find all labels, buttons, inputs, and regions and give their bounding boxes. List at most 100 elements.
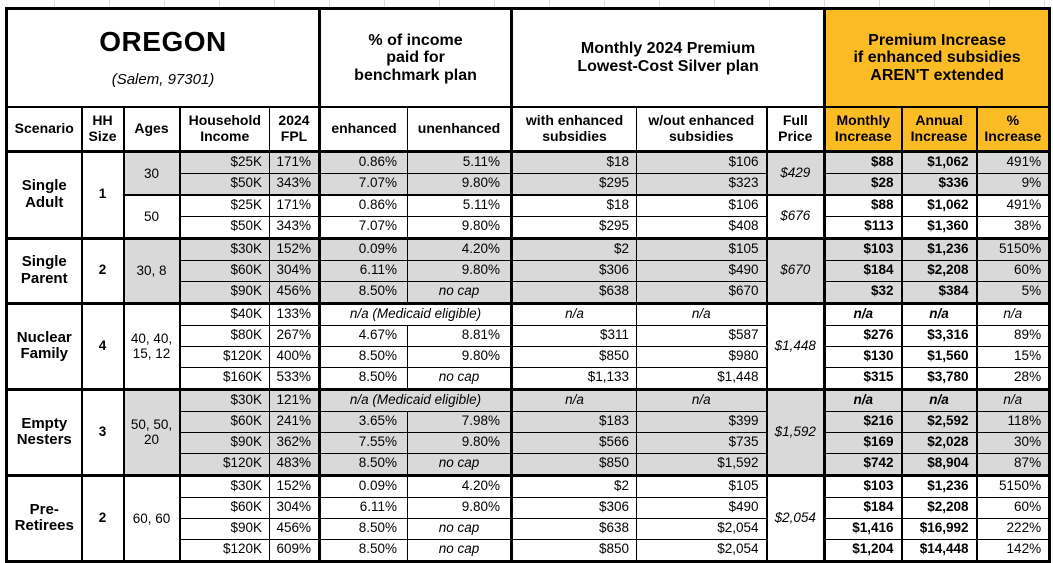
cell-unenhanced-pct: 8.81% [407,324,514,347]
column-header-monthly-increase: Monthly Increase [824,106,903,153]
cell-unenhanced-pct: 7.98% [407,410,514,433]
cell-household-income: $50K [179,215,270,239]
cell-unenhanced-pct: 9.80% [407,172,514,196]
cell-pct-increase: 87% [976,452,1051,476]
cell-with-subsidies: $850 [511,452,638,476]
cell-with-subsidies: n/a [511,301,638,326]
cell-without-subsidies: $1,592 [636,452,768,476]
cell-monthly-increase: $184 [824,259,903,282]
cell-fpl: 171% [268,193,322,217]
cell-without-subsidies: $587 [636,324,768,347]
cell-household-income: $25K [179,150,270,174]
cell-annual-increase: $14,448 [901,538,978,562]
cell-household-income: $90K [179,517,270,540]
cell-without-subsidies: $408 [636,215,768,239]
cell-benchmark-note: n/a (Medicaid eligible) [319,387,514,412]
cell-pct-increase: 491% [976,193,1051,217]
cell-unenhanced-pct: 9.80% [407,215,514,239]
cell-ages: 50 [123,193,181,239]
cell-pct-increase: 118% [976,410,1051,433]
cell-without-subsidies: $399 [636,410,768,433]
cell-hh-size: 3 [81,387,125,476]
cell-fpl: 343% [268,215,322,239]
cell-with-subsidies: $638 [511,517,638,540]
column-header-scenario: Scenario [6,106,83,153]
cell-fpl: 456% [268,517,322,540]
cell-annual-increase: $16,992 [901,517,978,540]
cell-unenhanced-pct: no cap [407,452,514,476]
cell-annual-increase: $1,236 [901,473,978,498]
cell-fpl: 241% [268,410,322,433]
cell-enhanced-pct: 8.50% [319,452,409,476]
cell-unenhanced-pct: no cap [407,517,514,540]
cell-annual-increase: $336 [901,172,978,196]
spreadsheet-gridline-strip-top [0,0,1053,7]
cell-household-income: $60K [179,496,270,519]
cell-household-income: $60K [179,410,270,433]
cell-annual-increase: $2,208 [901,259,978,282]
cell-fpl: 152% [268,473,322,498]
cell-with-subsidies: $566 [511,431,638,454]
cell-pct-increase: 15% [976,345,1051,368]
cell-monthly-increase: $1,416 [824,517,903,540]
cell-annual-increase: $8,904 [901,452,978,476]
cell-unenhanced-pct: 5.11% [407,150,514,174]
cell-monthly-increase: $88 [824,150,903,174]
cell-with-subsidies: $2 [511,236,638,261]
cell-pct-increase: 491% [976,150,1051,174]
cell-without-subsidies: $323 [636,172,768,196]
cell-enhanced-pct: 8.50% [319,280,409,304]
column-header-without-subsidies: w/out enhanced subsidies [636,106,768,153]
cell-enhanced-pct: 8.50% [319,366,409,390]
column-header-hh-size: HH Size [81,106,125,153]
cell-hh-size: 2 [81,473,125,562]
cell-with-subsidies: $638 [511,280,638,304]
cell-scenario: Pre- Retirees [6,473,83,562]
cell-enhanced-pct: 8.50% [319,517,409,540]
cell-full-price: $1,448 [766,301,827,390]
cell-monthly-increase: $103 [824,236,903,261]
cell-fpl: 121% [268,387,322,412]
cell-annual-increase: $2,592 [901,410,978,433]
cell-unenhanced-pct: no cap [407,366,514,390]
cell-enhanced-pct: 6.11% [319,496,409,519]
cell-pct-increase: 30% [976,431,1051,454]
cell-household-income: $25K [179,193,270,217]
cell-fpl: 533% [268,366,322,390]
cell-without-subsidies: $106 [636,150,768,174]
cell-household-income: $50K [179,172,270,196]
cell-without-subsidies: $670 [636,280,768,304]
cell-monthly-increase: $315 [824,366,903,390]
cell-unenhanced-pct: 9.80% [407,259,514,282]
cell-with-subsidies: $850 [511,345,638,368]
cell-fpl: 362% [268,431,322,454]
cell-without-subsidies: $490 [636,259,768,282]
cell-annual-increase: $2,208 [901,496,978,519]
cell-pct-increase: 5% [976,280,1051,304]
cell-unenhanced-pct: 5.11% [407,193,514,217]
cell-with-subsidies: $306 [511,259,638,282]
cell-with-subsidies: $18 [511,150,638,174]
cell-without-subsidies: $2,054 [636,517,768,540]
cell-fpl: 343% [268,172,322,196]
cell-ages: 50, 50, 20 [123,387,181,476]
cell-full-price: $676 [766,193,827,239]
cell-household-income: $90K [179,431,270,454]
cell-monthly-increase: n/a [824,387,903,412]
cell-enhanced-pct: 0.09% [319,236,409,261]
cell-hh-size: 4 [81,301,125,390]
cell-fpl: 456% [268,280,322,304]
cell-enhanced-pct: 3.65% [319,410,409,433]
cell-full-price: $429 [766,150,827,196]
cell-household-income: $30K [179,236,270,261]
cell-monthly-increase: $216 [824,410,903,433]
cell-enhanced-pct: 8.50% [319,345,409,368]
cell-scenario: Nuclear Family [6,301,83,390]
cell-unenhanced-pct: 4.20% [407,236,514,261]
cell-with-subsidies: $311 [511,324,638,347]
cell-unenhanced-pct: no cap [407,538,514,562]
cell-full-price: $1,592 [766,387,827,476]
cell-enhanced-pct: 7.07% [319,215,409,239]
cell-monthly-increase: $276 [824,324,903,347]
cell-monthly-increase: n/a [824,301,903,326]
